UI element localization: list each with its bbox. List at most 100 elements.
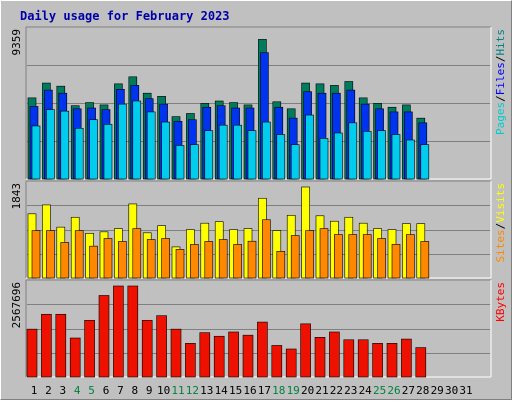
bar-pages-day-1 <box>31 125 41 180</box>
bar-pages-day-27 <box>406 139 415 180</box>
bar-sites-day-5 <box>89 245 98 279</box>
bar-pages-day-21 <box>319 138 329 180</box>
bar-kbytes-day-27 <box>401 338 412 378</box>
bar-sites-day-11 <box>175 249 185 279</box>
max-label-hits-files-pages: 9359 <box>10 29 23 56</box>
bar-kbytes-day-5 <box>84 319 95 378</box>
bar-sites-day-8 <box>132 228 142 279</box>
bar-sites-day-27 <box>406 234 415 279</box>
bar-pages-day-11 <box>175 145 185 180</box>
legend-kbytes: KBytes <box>494 282 507 322</box>
bar-sites-day-17 <box>262 219 271 279</box>
bar-kbytes-day-13 <box>199 332 211 378</box>
bar-sites-day-2 <box>46 230 55 279</box>
bar-pages-day-28 <box>420 144 430 180</box>
day-label-10: 10 <box>157 384 170 397</box>
bar-sites-day-26 <box>391 244 401 279</box>
day-label-30: 30 <box>445 384 458 397</box>
day-label-15: 15 <box>229 384 242 397</box>
bar-sites-day-22 <box>334 234 343 279</box>
legend-visits: Visits <box>494 183 507 223</box>
day-label-27: 27 <box>402 384 415 397</box>
bar-kbytes-day-19 <box>285 348 297 378</box>
bar-sites-day-20 <box>305 230 314 279</box>
day-label-13: 13 <box>200 384 213 397</box>
bar-pages-day-19 <box>290 144 300 180</box>
bar-sites-day-3 <box>60 242 70 279</box>
bar-kbytes-day-25 <box>372 343 383 378</box>
day-label-12: 12 <box>186 384 199 397</box>
legend-separator: / <box>494 223 507 230</box>
day-label-8: 8 <box>131 384 138 397</box>
legend-pages: Pages <box>494 102 507 135</box>
day-label-9: 9 <box>146 384 153 397</box>
legend-separator: / <box>494 95 507 102</box>
bar-sites-day-15 <box>233 244 242 279</box>
bar-pages-day-3 <box>60 110 70 180</box>
bar-kbytes-day-17 <box>257 321 268 378</box>
day-label-28: 28 <box>416 384 429 397</box>
bar-sites-day-18 <box>276 251 286 279</box>
bar-pages-day-12 <box>190 144 199 180</box>
bar-pages-day-26 <box>391 134 401 180</box>
bar-pages-day-22 <box>334 132 343 180</box>
bar-pages-day-6 <box>103 124 113 180</box>
bar-pages-day-15 <box>233 124 242 180</box>
bar-pages-day-17 <box>262 121 271 180</box>
day-label-31: 31 <box>459 384 472 397</box>
bar-pages-day-5 <box>89 119 98 180</box>
legend-visits-sites: Sites/Visits <box>494 183 507 263</box>
day-label-21: 21 <box>315 384 328 397</box>
legend-hits-files-pages: Pages/Files/Hits <box>494 29 507 135</box>
day-label-26: 26 <box>387 384 400 397</box>
bar-pages-day-16 <box>247 130 257 180</box>
bar-kbytes-day-23 <box>343 339 355 378</box>
bar-sites-day-16 <box>247 240 257 279</box>
bar-kbytes-day-24 <box>357 339 369 378</box>
bar-pages-day-7 <box>118 103 127 180</box>
bar-pages-day-13 <box>204 130 214 180</box>
bar-pages-day-14 <box>218 124 228 180</box>
day-label-20: 20 <box>301 384 314 397</box>
bar-pages-day-25 <box>377 130 386 180</box>
bar-pages-day-23 <box>348 122 358 180</box>
legend-files: Files <box>494 62 507 95</box>
bar-sites-day-13 <box>204 241 214 279</box>
bar-kbytes-day-28 <box>415 347 427 378</box>
max-label-kbytes: 2567696 <box>10 282 23 328</box>
chart-title: Daily usage for February 2023 <box>20 9 230 23</box>
day-label-6: 6 <box>103 384 110 397</box>
day-label-17: 17 <box>258 384 271 397</box>
bar-kbytes-day-2 <box>41 313 52 378</box>
bar-pages-day-2 <box>46 109 55 180</box>
bar-kbytes-day-22 <box>329 331 340 378</box>
bar-pages-day-24 <box>362 131 372 180</box>
day-label-4: 4 <box>74 384 81 397</box>
legend-sites: Sites <box>494 229 507 262</box>
bar-kbytes-day-12 <box>185 343 196 378</box>
day-label-5: 5 <box>88 384 95 397</box>
day-label-29: 29 <box>431 384 444 397</box>
bar-kbytes-day-9 <box>141 319 153 378</box>
bar-pages-day-20 <box>305 114 314 180</box>
bar-kbytes-day-11 <box>170 328 182 378</box>
legend-hits: Hits <box>494 29 507 56</box>
day-label-1: 1 <box>31 384 38 397</box>
day-label-2: 2 <box>45 384 52 397</box>
bar-kbytes-day-4 <box>69 337 81 378</box>
bar-kbytes-day-18 <box>271 345 283 378</box>
bar-sites-day-6 <box>103 238 113 279</box>
bar-sites-day-28 <box>420 241 430 279</box>
bar-sites-day-25 <box>377 238 386 279</box>
bar-kbytes-day-10 <box>156 315 167 378</box>
bar-pages-day-18 <box>276 134 286 180</box>
day-label-18: 18 <box>272 384 285 397</box>
bar-kbytes-day-7 <box>113 285 124 378</box>
day-label-22: 22 <box>330 384 343 397</box>
bar-sites-day-1 <box>31 230 41 279</box>
bar-sites-day-12 <box>190 244 199 279</box>
bar-kbytes-day-14 <box>213 335 225 378</box>
day-label-23: 23 <box>344 384 357 397</box>
